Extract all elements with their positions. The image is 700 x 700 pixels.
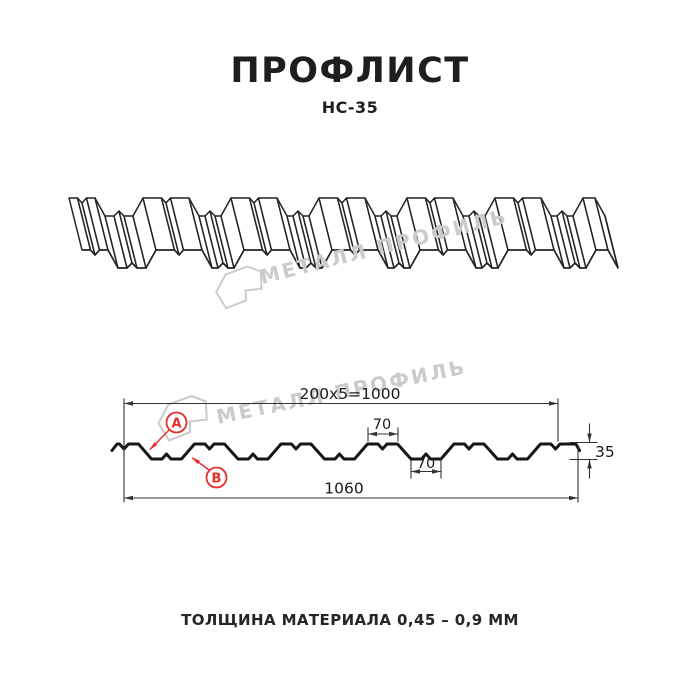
arrow-right-icon [569,495,578,501]
arrow-left-icon [124,495,133,501]
arrow-right-icon [549,401,558,406]
sheet-near-edge [82,249,619,269]
perspective-view [68,197,619,269]
dimension-rib-bottom: 70 [410,456,442,474]
callout-b: В [191,457,228,489]
arrow-right-icon [389,431,398,437]
arrow-left-icon [368,431,377,437]
dim-label-overall: 1060 [324,480,363,498]
metall-profil-logo-icon [157,394,208,442]
leader-arrow-icon [149,442,158,450]
profile-code: НС-35 [321,97,379,117]
dim-label-rib-top: 70 [373,417,391,433]
dim-label-rib-bottom: 70 [417,456,435,472]
arrow-right-icon [432,469,441,474]
page-title: ПРОФЛИСТ [230,51,470,91]
leader-arrow-icon [191,457,200,464]
metall-profil-logo-icon [215,265,263,310]
section-view: 200x5=1000 70 70 1060 [110,385,615,503]
callout-a: А [149,411,188,451]
arrow-left-icon [411,469,420,474]
arrow-down-icon [587,433,592,443]
dim-label-coverage: 200x5=1000 [299,385,400,403]
callout-b-label: В [212,472,222,487]
callout-circle [165,411,188,434]
dim-label-height: 35 [595,443,615,461]
callout-a-label: А [171,417,181,432]
dimension-height: 35 [587,423,615,479]
header: ПРОФЛИСТ НС-35 [0,52,700,117]
arrow-left-icon [124,401,133,406]
callout-circle [205,466,228,489]
profile-outline [110,442,581,461]
dimension-rib-top: 70 [367,417,399,437]
arrow-up-icon [587,459,592,469]
thickness-note: ТОЛЩИНА МАТЕРИАЛА 0,45 – 0,9 ММ [181,611,519,629]
sheet-cut-edge [604,215,619,269]
dimension-overall-width: 1060 [123,480,579,501]
dimension-coverage-width: 200x5=1000 [123,385,559,406]
